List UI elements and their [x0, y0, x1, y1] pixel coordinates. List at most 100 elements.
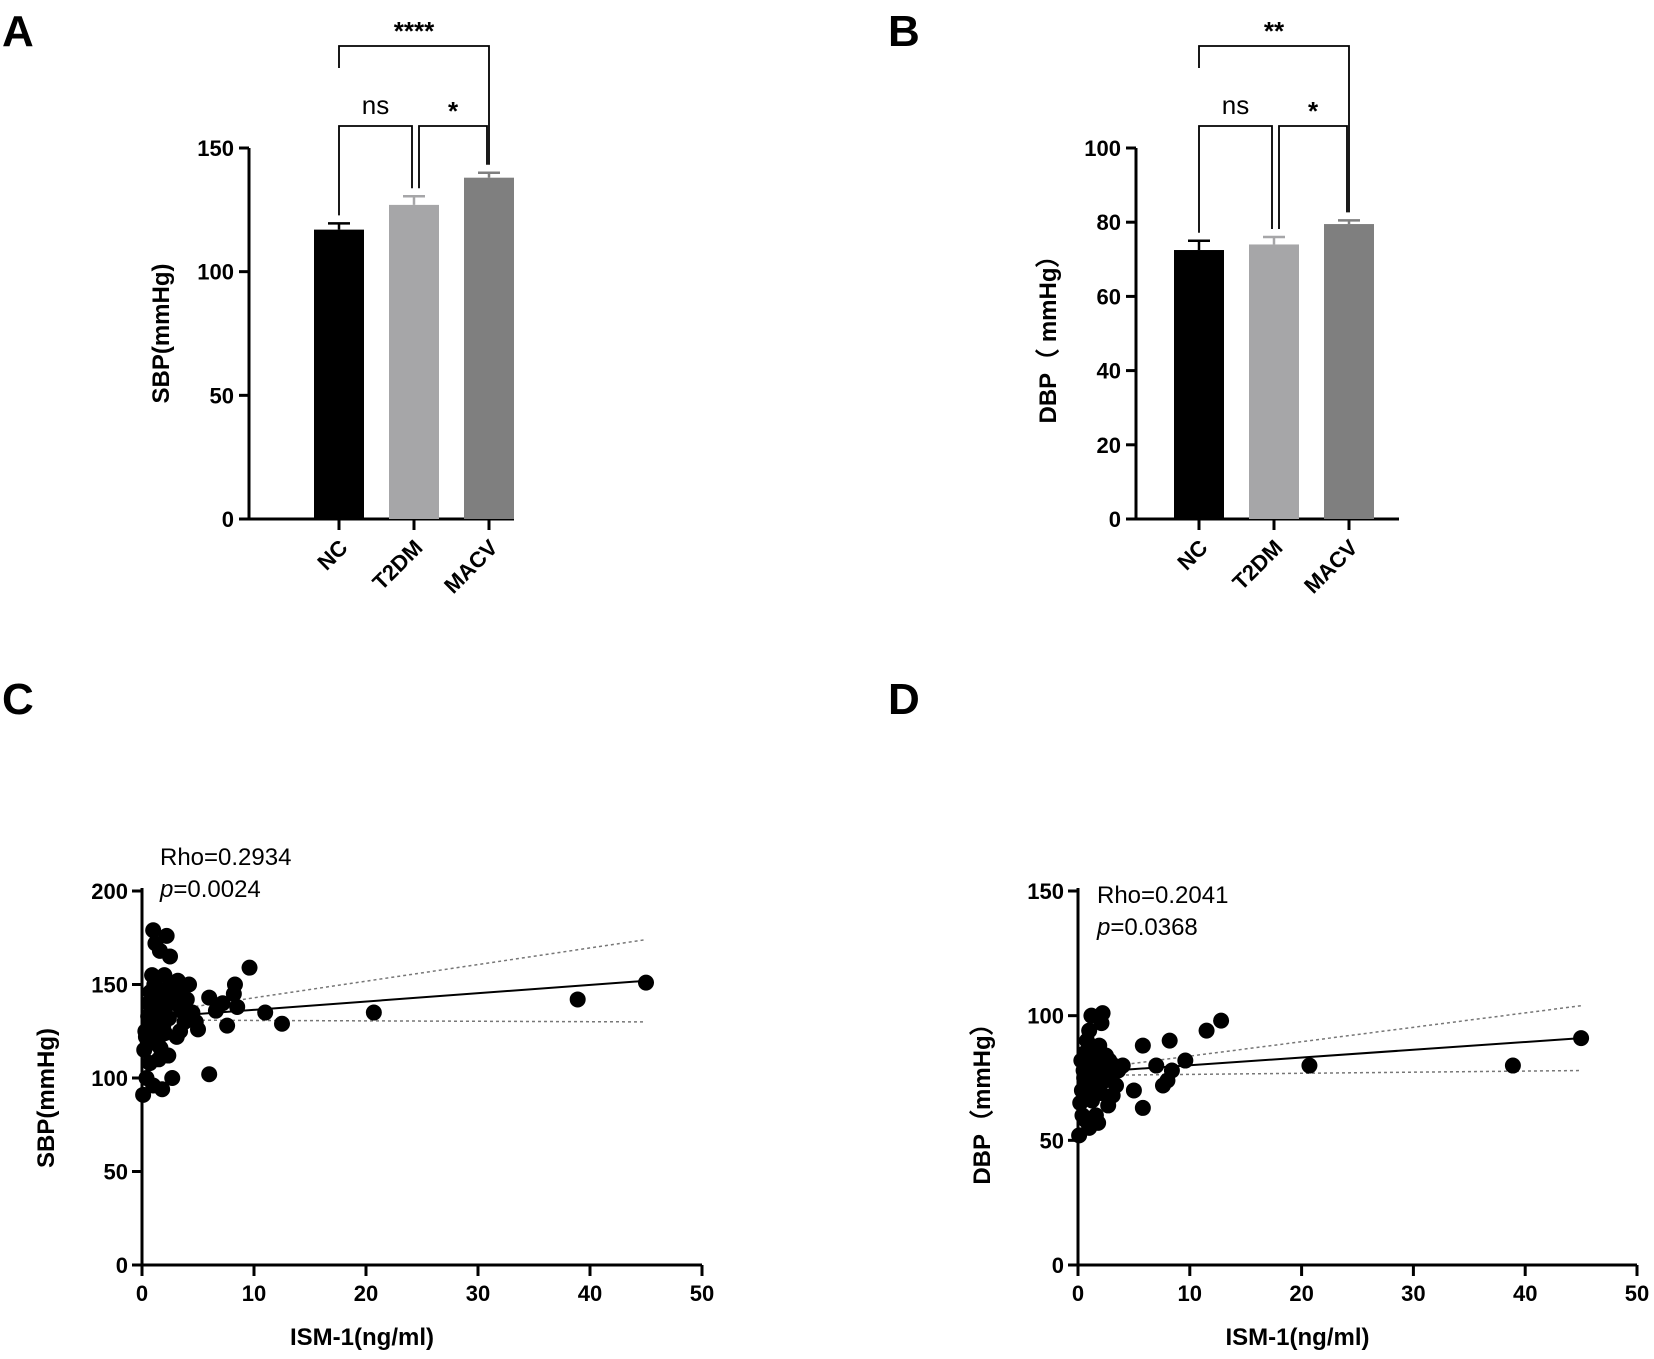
data-point — [1163, 1062, 1180, 1079]
data-point — [1125, 1082, 1142, 1099]
data-point — [226, 976, 243, 993]
category-label-macv: MACV — [1299, 535, 1363, 599]
x-tick-label: 0 — [136, 1281, 148, 1306]
bar-t2dm — [1249, 244, 1299, 519]
p-symbol: p — [1096, 914, 1110, 941]
data-point — [142, 983, 159, 1000]
y-tick-label: 200 — [91, 879, 128, 904]
data-point — [1213, 1012, 1230, 1029]
panel-label-a: A — [2, 7, 34, 56]
y-tick-label: 0 — [116, 1253, 128, 1278]
x-tick-label: 10 — [1178, 1281, 1202, 1306]
x-tick-label: 10 — [242, 1281, 266, 1306]
data-point — [1504, 1057, 1521, 1074]
significance-bracket — [1198, 45, 1350, 213]
data-point — [274, 1015, 290, 1032]
y-axis-title: DBP（mmHg） — [969, 1011, 996, 1184]
data-point — [136, 1041, 153, 1058]
data-point — [365, 1004, 382, 1021]
y-tick-label: 0 — [222, 507, 234, 532]
category-label-nc: NC — [312, 535, 352, 575]
ci-upper-line — [1077, 1004, 1582, 1072]
data-point — [160, 1047, 177, 1064]
data-point — [229, 998, 246, 1015]
data-point — [168, 1028, 185, 1045]
panel-label-c: C — [2, 675, 34, 724]
x-axis-title: ISM-1(ng/ml) — [1226, 1324, 1370, 1351]
data-point — [638, 974, 654, 991]
p-symbol: p — [159, 876, 173, 903]
category-label-nc: NC — [1172, 535, 1212, 575]
significance-label: ns — [1222, 90, 1249, 120]
data-point — [1071, 1127, 1088, 1144]
data-point — [150, 997, 167, 1014]
y-tick-label: 0 — [1052, 1253, 1064, 1278]
x-tick-label: 20 — [354, 1281, 378, 1306]
chart-d: 0 50 100 150 0 10 20 30 40 50 DBP（mmHg） ISM-1(ng/ml… — [969, 879, 1649, 1351]
y-axis-title: SBP(mmHg) — [148, 263, 175, 403]
y-tick-label: 60 — [1097, 284, 1121, 309]
data-point — [1198, 1022, 1215, 1039]
y-tick-label: 150 — [1027, 879, 1064, 904]
data-point — [257, 1004, 274, 1021]
p-value: =0.0024 — [173, 876, 260, 903]
y-tick-label: 50 — [210, 383, 234, 408]
p-value: =0.0368 — [1110, 914, 1197, 941]
y-tick-label: 50 — [104, 1160, 128, 1185]
y-tick-label: 100 — [1084, 136, 1121, 161]
bar-t2dm — [389, 204, 439, 520]
data-point — [1090, 1114, 1107, 1131]
data-point — [135, 1086, 152, 1103]
x-tick-label: 40 — [1513, 1281, 1537, 1306]
data-point — [1093, 1015, 1110, 1032]
data-point — [1134, 1099, 1151, 1116]
data-point — [214, 995, 231, 1012]
x-tick-label: 0 — [1072, 1281, 1084, 1306]
data-point — [219, 1017, 236, 1034]
significance-label: ** — [1264, 16, 1285, 46]
data-point — [201, 1066, 218, 1083]
data-point — [162, 948, 178, 965]
data-point — [569, 991, 586, 1008]
data-point — [201, 989, 218, 1006]
bar-macv — [1324, 224, 1374, 519]
data-point — [160, 1010, 177, 1027]
data-point — [241, 959, 258, 976]
x-tick-label: 30 — [466, 1281, 490, 1306]
data-point — [1301, 1057, 1318, 1074]
x-tick-label: 20 — [1289, 1281, 1313, 1306]
chart-c: 0 50 100 150 200 0 10 20 30 40 50 SBP(mmHg) ISM-1(ng… — [33, 844, 714, 1351]
y-tick-label: 50 — [1040, 1128, 1064, 1153]
category-label-t2dm: T2DM — [1228, 535, 1288, 595]
y-tick-label: 80 — [1097, 210, 1121, 235]
data-point — [190, 1021, 206, 1038]
data-point — [1134, 1037, 1151, 1054]
bar-nc — [1174, 250, 1224, 519]
rho-annotation: Rho=0.2041 — [1097, 882, 1228, 909]
x-axis-title: ISM-1(ng/ml) — [290, 1324, 434, 1351]
significance-bracket — [418, 125, 488, 189]
significance-label: ns — [362, 90, 389, 120]
y-tick-label: 100 — [1027, 1004, 1064, 1029]
data-point — [181, 976, 198, 993]
panel-label-d: D — [888, 675, 920, 724]
x-tick-label: 30 — [1401, 1281, 1425, 1306]
data-point — [1104, 1087, 1121, 1104]
bar-nc — [314, 229, 364, 519]
significance-label: * — [1308, 96, 1319, 126]
category-label-macv: MACV — [439, 535, 503, 599]
x-tick-label: 40 — [578, 1281, 602, 1306]
y-tick-label: 150 — [91, 973, 128, 998]
significance-bracket — [1278, 125, 1348, 230]
data-point — [1161, 1032, 1178, 1049]
significance-bracket — [338, 125, 413, 216]
data-point — [1076, 1070, 1093, 1086]
ci-lower-line — [141, 1019, 647, 1023]
data-point — [140, 1008, 157, 1025]
data-point — [141, 1055, 158, 1072]
x-tick-label: 50 — [1625, 1281, 1649, 1306]
y-axis-title: SBP(mmHg) — [33, 1028, 60, 1168]
y-tick-label: 20 — [1097, 433, 1121, 458]
